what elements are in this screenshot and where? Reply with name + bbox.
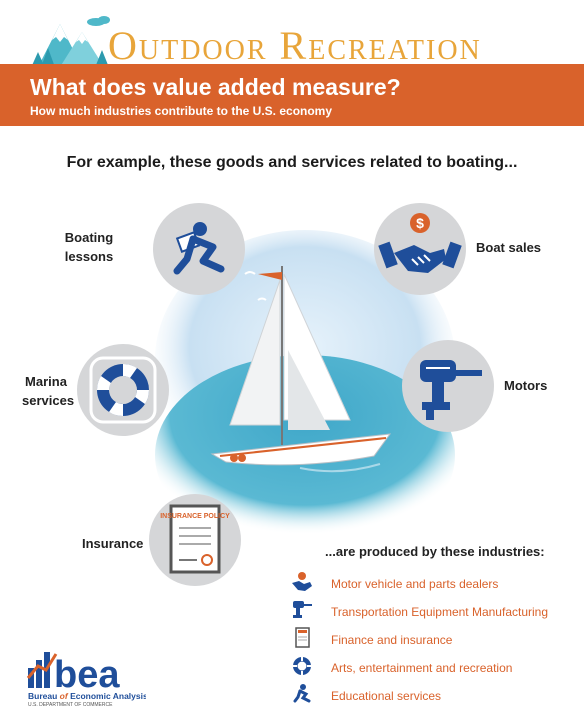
marina-services-circle bbox=[77, 344, 169, 436]
boating-lessons-circle bbox=[153, 203, 245, 295]
insurance-circle: INSURANCE POLICY bbox=[149, 494, 241, 586]
handshake-dollar-icon bbox=[292, 572, 312, 591]
handshake-dollar-icon: $ bbox=[378, 213, 462, 273]
bea-logo: bea Bureau of Economic Analysis U.S. DEP… bbox=[26, 652, 146, 708]
boat-sales-circle: $ bbox=[374, 203, 466, 295]
svg-text:$: $ bbox=[416, 215, 424, 231]
sailboat-illustration bbox=[155, 230, 455, 555]
industries-heading: ...are produced by these industries: bbox=[325, 544, 545, 559]
title-banner bbox=[0, 64, 584, 126]
person-reading-icon bbox=[173, 222, 225, 275]
industry-item: Motor vehicle and parts dealers bbox=[331, 577, 499, 591]
main-title: Outdoor Recreation bbox=[108, 23, 482, 68]
industry-item: Educational services bbox=[331, 689, 442, 703]
svg-text:bea: bea bbox=[54, 654, 120, 696]
mountain-logo-icon bbox=[30, 16, 110, 70]
insurance-policy-icon: INSURANCE POLICY bbox=[160, 504, 230, 574]
boat-sales-label: Boat sales bbox=[476, 240, 542, 255]
life-ring-icon bbox=[293, 657, 311, 675]
outboard-motor-icon bbox=[293, 601, 312, 618]
svg-text:INSURANCE POLICY: INSURANCE POLICY bbox=[160, 513, 230, 520]
motors-circle bbox=[402, 340, 494, 432]
outboard-motor-icon bbox=[420, 360, 482, 420]
banner-title: What does value added measure? bbox=[30, 74, 401, 100]
industry-item: Arts, entertainment and recreation bbox=[331, 661, 513, 675]
insurance-policy-icon bbox=[295, 627, 310, 648]
life-ring-icon bbox=[89, 356, 157, 424]
motors-label: Motors bbox=[504, 378, 548, 393]
marina-services-label: Marina services bbox=[22, 374, 75, 408]
banner-subtitle: How much industries contribute to the U.… bbox=[30, 104, 333, 118]
industry-item: Finance and insurance bbox=[331, 633, 453, 647]
intro-text: For example, these goods and services re… bbox=[66, 154, 518, 171]
insurance-label: Insurance bbox=[82, 536, 144, 551]
industry-item: Transportation Equipment Manufacturing bbox=[331, 605, 549, 619]
boating-lessons-label: Boating lessons bbox=[64, 230, 114, 264]
person-reading-icon bbox=[293, 684, 311, 703]
svg-text:Bureau of Economic Analysis: Bureau of Economic Analysis bbox=[28, 691, 146, 701]
svg-text:U.S. DEPARTMENT OF COMMERCE: U.S. DEPARTMENT OF COMMERCE bbox=[28, 702, 113, 708]
